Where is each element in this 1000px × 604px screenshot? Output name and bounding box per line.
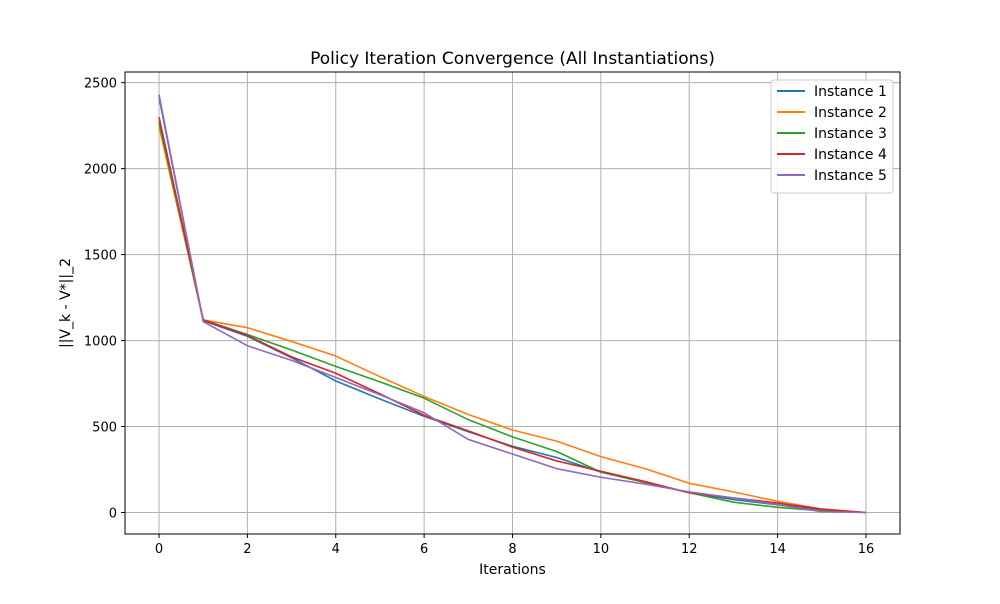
legend-label: Instance 2 [814,105,887,121]
legend-box [770,79,894,194]
legend-label: Instance 3 [814,126,887,142]
chart-title: Policy Iteration Convergence (All Instan… [310,49,715,69]
series-line-instance-3 [158,122,867,514]
y-tick-label: 1500 [84,249,117,264]
x-tick-label: 8 [508,542,516,557]
y-tick-label: 0 [109,507,117,522]
y-tick-label: 2500 [84,77,117,92]
legend: Instance 1 Instance 2 Instance 3 Instance 4… [770,79,894,194]
x-tick-label: 10 [593,542,610,557]
x-tick-label: 6 [420,542,428,557]
x-tick-label: 2 [243,542,251,557]
y-tick-label: 1000 [84,335,117,350]
legend-label: Instance 1 [814,84,887,100]
x-tick-label: 14 [769,542,786,557]
y-tick-label: 2000 [84,163,117,178]
x-tick-label: 16 [858,542,875,557]
y-axis-label: ||V_k - V*||_2 [58,258,74,348]
x-axis-label: Iterations [479,562,546,578]
x-tick-label: 0 [155,542,163,557]
x-tick-label: 12 [681,542,698,557]
y-tick-label: 500 [92,421,117,436]
legend-label: Instance 5 [814,168,887,184]
series-lines [158,94,867,514]
series-line-instance-5 [158,94,866,514]
series-line-instance-2 [158,126,867,514]
x-tick-label: 4 [332,542,340,557]
axis-ticks: 0 2 4 6 8 10 12 14 16 0 500 1000 1500 2000 2500 [84,77,874,557]
legend-label: Instance 4 [814,147,887,163]
